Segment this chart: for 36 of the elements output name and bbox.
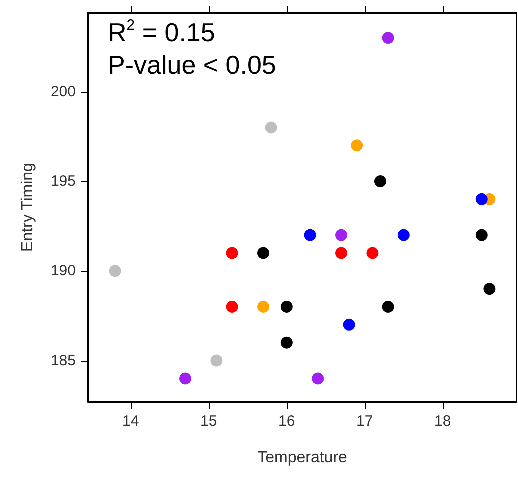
y-tick-label: 195 — [50, 173, 76, 190]
point — [180, 372, 192, 385]
y-tick-label: 190 — [50, 262, 76, 280]
point — [398, 229, 410, 242]
point — [382, 300, 394, 313]
point — [109, 265, 122, 278]
x-tick-label: 15 — [200, 413, 218, 430]
point — [476, 229, 488, 242]
x-tick-label: 17 — [356, 413, 374, 430]
point — [343, 318, 356, 331]
point — [258, 300, 270, 313]
point — [336, 229, 348, 242]
point — [280, 336, 293, 349]
point — [366, 247, 379, 260]
point — [280, 300, 293, 313]
point — [312, 372, 324, 385]
point — [476, 193, 488, 206]
point — [304, 229, 316, 242]
x-tick-label: 14 — [122, 413, 140, 430]
point — [210, 354, 223, 367]
point — [336, 247, 348, 260]
point — [226, 300, 238, 313]
y-tick-label: 200 — [50, 83, 76, 100]
y-axis-title: Entry Timing — [20, 163, 36, 252]
point — [351, 140, 364, 152]
y-tick-label: 185 — [50, 352, 76, 370]
point — [382, 32, 394, 44]
x-tick-label: 16 — [278, 413, 296, 430]
point — [484, 283, 496, 296]
x-axis-title: Temperature — [258, 450, 348, 466]
point — [265, 122, 278, 134]
point — [258, 247, 270, 260]
point — [226, 247, 238, 260]
annotation: P-value < 0.05 — [108, 50, 276, 80]
point — [374, 176, 386, 188]
x-tick-label: 18 — [434, 413, 452, 430]
